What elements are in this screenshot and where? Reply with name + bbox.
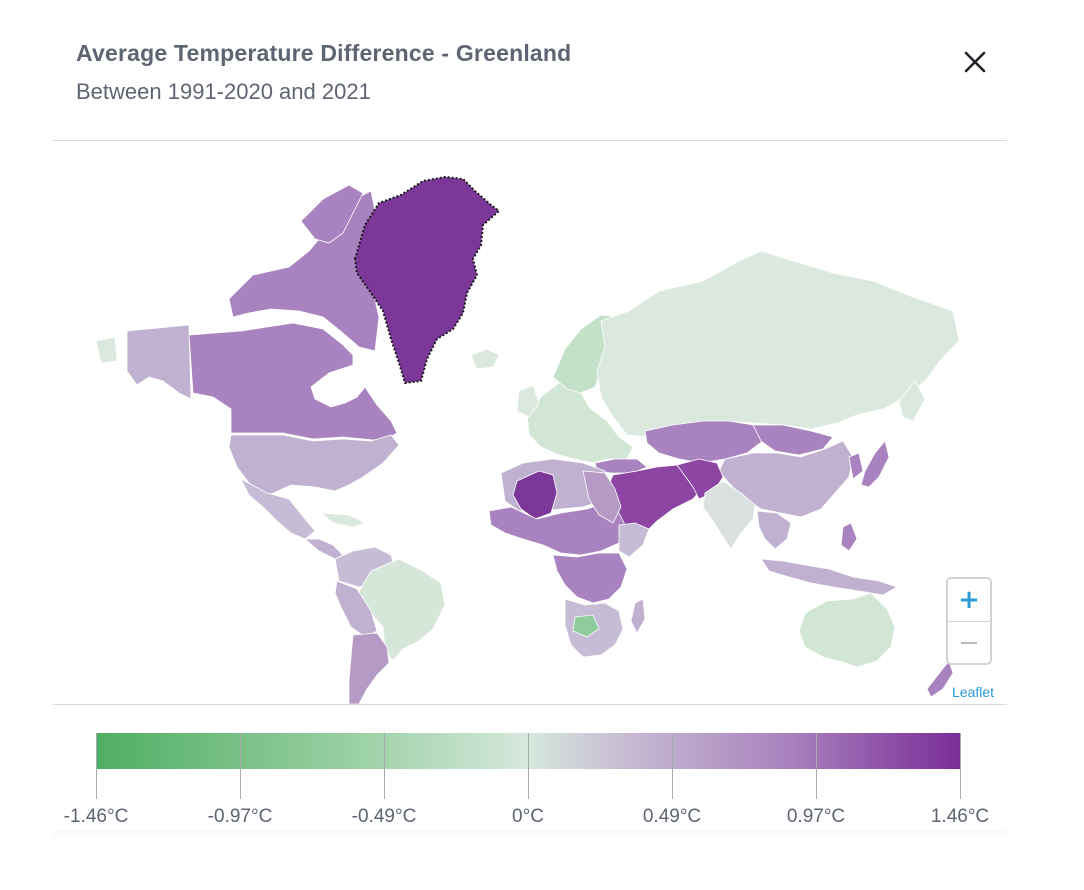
legend-tick	[960, 733, 961, 799]
region-australia[interactable]	[798, 592, 896, 668]
region-philippines[interactable]	[840, 522, 858, 552]
zoom-in-button[interactable]: +	[958, 585, 980, 615]
region-central-asia[interactable]	[644, 420, 764, 464]
region-algeria[interactable]	[512, 470, 558, 520]
legend-label: 1.46°C	[930, 806, 990, 827]
legend-tick	[384, 733, 385, 799]
zoom-divider	[948, 621, 990, 622]
map-container[interactable]	[53, 141, 1007, 704]
region-argentina[interactable]	[348, 632, 390, 704]
close-button[interactable]	[955, 42, 993, 80]
region-kamchatka[interactable]	[898, 380, 926, 422]
world-map[interactable]	[53, 141, 1007, 704]
modal-subtitle: Between 1991-2020 and 2021	[76, 79, 371, 104]
region-iceland[interactable]	[470, 348, 500, 370]
legend-tick	[96, 733, 97, 799]
region-horn-of-africa[interactable]	[618, 522, 650, 558]
legend-label: 0°C	[512, 806, 544, 827]
region-greenland[interactable]	[353, 175, 501, 385]
region-central-america[interactable]	[303, 538, 344, 560]
region-caribbean[interactable]	[319, 512, 367, 528]
modal-title: Average Temperature Difference - Greenla…	[76, 40, 572, 66]
legend-label: 0.97°C	[786, 806, 846, 827]
region-southeast-asia[interactable]	[756, 510, 792, 550]
legend-tick	[816, 733, 817, 799]
region-new-zealand[interactable]	[926, 660, 954, 698]
legend-label: -0.97°C	[207, 806, 273, 827]
region-korea[interactable]	[848, 452, 864, 480]
region-uk[interactable]	[516, 384, 540, 418]
map-divider	[53, 704, 1007, 705]
leaflet-attribution-link[interactable]: Leaflet	[952, 684, 995, 700]
legend-tick	[672, 733, 673, 799]
region-japan[interactable]	[860, 440, 890, 488]
region-botswana[interactable]	[572, 614, 600, 638]
legend-tick	[528, 733, 529, 799]
region-alaska-west[interactable]	[95, 336, 118, 364]
region-egypt-sudan[interactable]	[582, 470, 622, 524]
region-indonesia[interactable]	[760, 558, 898, 596]
region-usa[interactable]	[228, 434, 400, 496]
legend-label: 0.49°C	[642, 806, 702, 827]
legend-footer-shadow	[53, 830, 1007, 842]
region-madagascar[interactable]	[630, 598, 646, 634]
region-central-africa[interactable]	[552, 552, 628, 604]
region-baffin-island[interactable]	[300, 184, 364, 244]
legend-tick	[240, 733, 241, 799]
legend-label: -1.46°C	[63, 806, 129, 827]
zoom-out-button[interactable]: −	[958, 628, 980, 658]
zoom-control: + −	[946, 577, 992, 665]
region-mongolia[interactable]	[752, 424, 834, 456]
region-russia[interactable]	[596, 250, 960, 438]
header-divider	[53, 140, 1007, 141]
legend-label: -0.49°C	[351, 806, 417, 827]
close-icon	[964, 51, 986, 73]
region-india[interactable]	[702, 480, 756, 550]
region-canada[interactable]	[188, 322, 398, 442]
region-alaska[interactable]	[126, 324, 192, 400]
